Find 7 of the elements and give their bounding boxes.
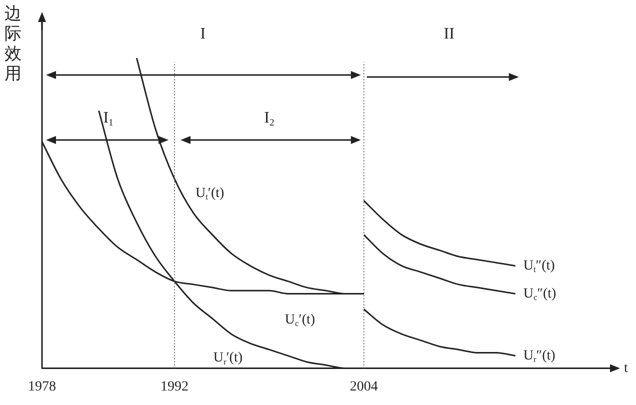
x-tick-label: 2004: [350, 379, 378, 394]
x-tick-label: 1978: [28, 379, 56, 394]
text: I: [200, 25, 206, 42]
text: II: [444, 25, 454, 42]
y-axis-title: 边际效用: [4, 4, 22, 84]
x-axis-title: t: [624, 360, 628, 376]
x-tick-label: 1992: [160, 379, 189, 394]
